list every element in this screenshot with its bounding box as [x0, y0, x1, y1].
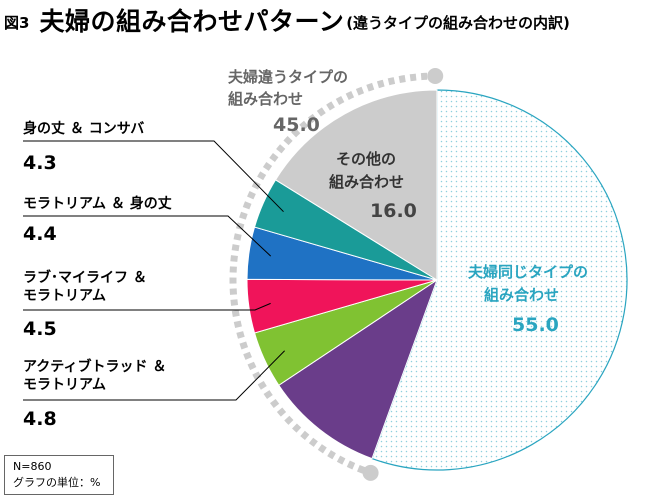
value-same: 55.0	[512, 314, 559, 336]
value-mi_consaba: 4.3	[23, 152, 57, 174]
label-active_mo-line2: モラトリアム	[23, 377, 106, 393]
value-group: 45.0	[273, 114, 320, 136]
leader-mo_mi	[23, 215, 272, 257]
group-bracket-arc	[229, 72, 432, 474]
value-active_mo: 4.8	[23, 408, 57, 430]
leader-mi_consaba	[23, 140, 284, 213]
label-other-line2: 組み合わせ	[329, 173, 404, 191]
slice-purple	[278, 278, 438, 460]
label-mo_mi-line1: モラトリアム ＆ 身の丈	[23, 195, 172, 212]
label-group-line1: 夫婦違うタイプの	[228, 68, 348, 86]
unit-note: グラフの単位：%	[13, 476, 101, 489]
group-bracket	[229, 68, 444, 481]
label-love_mo-line2: モラトリアム	[23, 288, 106, 304]
value-other: 16.0	[370, 200, 417, 222]
label-same-line2: 組み合わせ	[484, 286, 559, 304]
figure-number: 図3	[4, 14, 30, 32]
leader-love_mo	[23, 302, 271, 311]
pie-slices	[246, 89, 628, 471]
chart-title: 図3 夫婦の組み合わせパターン (違うタイプの組み合わせの内訳)	[4, 2, 570, 38]
leader-active_mo	[23, 350, 285, 401]
title-main: 夫婦の組み合わせパターン	[39, 7, 345, 36]
slice-same	[371, 89, 628, 471]
slice-other	[274, 89, 438, 281]
label-same-line1: 夫婦同じタイプの	[468, 263, 588, 281]
value-love_mo: 4.5	[23, 318, 57, 340]
title-subtitle: (違うタイプの組み合わせの内訳)	[346, 14, 570, 32]
label-group-line2: 組み合わせ	[228, 90, 303, 108]
label-other-line1: その他の	[336, 150, 396, 168]
label-mi_consaba-line1: 身の丈 ＆ コンサバ	[23, 120, 144, 137]
slice-labels: 夫婦同じタイプの組み合わせ55.0その他の組み合わせ16.0夫婦違うタイプの組み…	[23, 68, 588, 430]
sample-size: N=860	[13, 460, 52, 473]
leader-lines	[23, 140, 285, 401]
sample-note: N=860 グラフの単位：%	[4, 455, 114, 495]
bracket-end-dot	[362, 464, 379, 481]
value-mo_mi: 4.4	[23, 223, 57, 245]
label-active_mo-line1: アクティブトラッド ＆	[23, 358, 166, 375]
bracket-end-dot	[427, 68, 444, 85]
label-love_mo-line1: ラブ･マイライフ ＆	[23, 269, 147, 286]
